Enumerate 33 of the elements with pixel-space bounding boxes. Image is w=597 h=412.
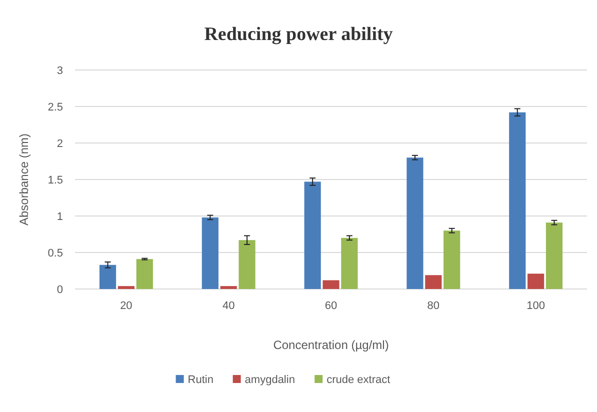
bar <box>444 230 460 289</box>
y-tick-label: 0 <box>56 284 63 296</box>
bar <box>546 222 563 289</box>
bar <box>425 275 442 289</box>
bar <box>118 286 134 289</box>
bar <box>99 264 116 289</box>
y-axis-title: Absorbance (nm) <box>17 133 31 226</box>
x-tick-label: 40 <box>222 300 235 312</box>
y-tick-label: 2 <box>56 138 63 150</box>
y-tick-label: 1.5 <box>48 174 63 186</box>
y-tick-label: 1 <box>56 210 63 223</box>
bar <box>528 274 544 289</box>
y-tick-label: 3 <box>56 64 63 77</box>
bar <box>341 238 358 289</box>
x-axis-title: Concentration (µg/ml) <box>273 338 389 352</box>
bar <box>509 112 526 289</box>
y-tick-label: 2.5 <box>48 101 63 114</box>
legend-label: crude extract <box>326 374 390 386</box>
y-tick-label: 0.5 <box>48 247 63 260</box>
bar <box>406 158 424 289</box>
bar <box>136 259 153 289</box>
legend-label: amygdalin <box>244 374 295 386</box>
x-tick-label: 20 <box>120 300 132 312</box>
bar <box>304 182 321 289</box>
bar <box>322 280 340 289</box>
x-tick-label: 80 <box>427 300 440 312</box>
chart-title: Reducing power ability <box>204 24 394 45</box>
bar <box>202 217 218 289</box>
bar <box>238 240 256 289</box>
x-tick-label: 60 <box>324 300 338 312</box>
legend-label: Rutin <box>188 374 214 386</box>
x-tick-label: 100 <box>526 300 545 312</box>
bar <box>220 286 237 289</box>
